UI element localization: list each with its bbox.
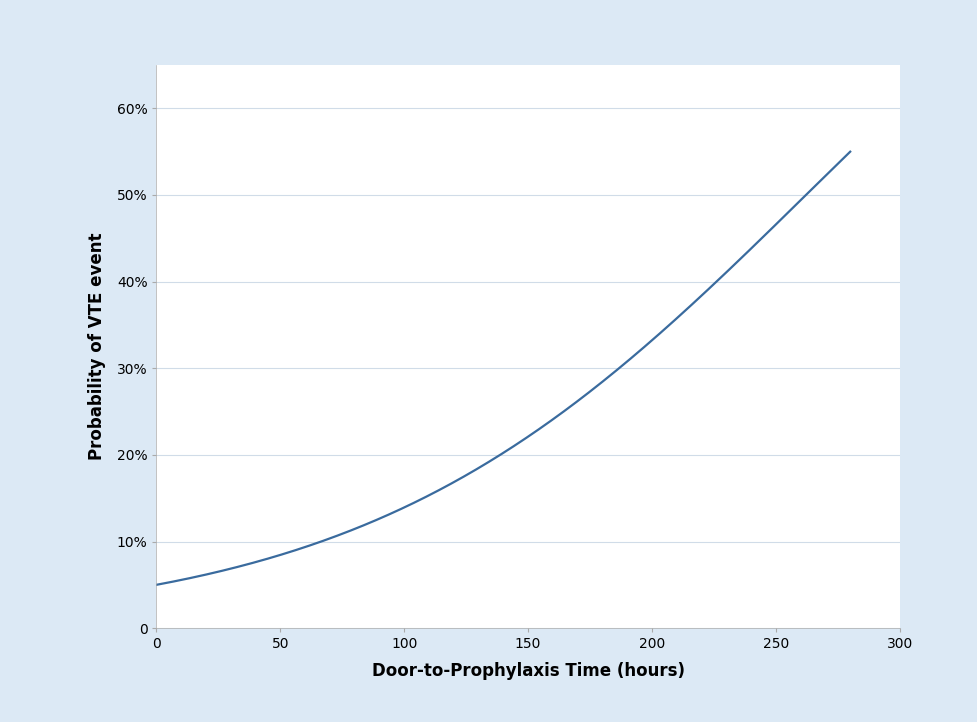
X-axis label: Door-to-Prophylaxis Time (hours): Door-to-Prophylaxis Time (hours) xyxy=(371,662,684,680)
Y-axis label: Probability of VTE event: Probability of VTE event xyxy=(88,232,106,461)
